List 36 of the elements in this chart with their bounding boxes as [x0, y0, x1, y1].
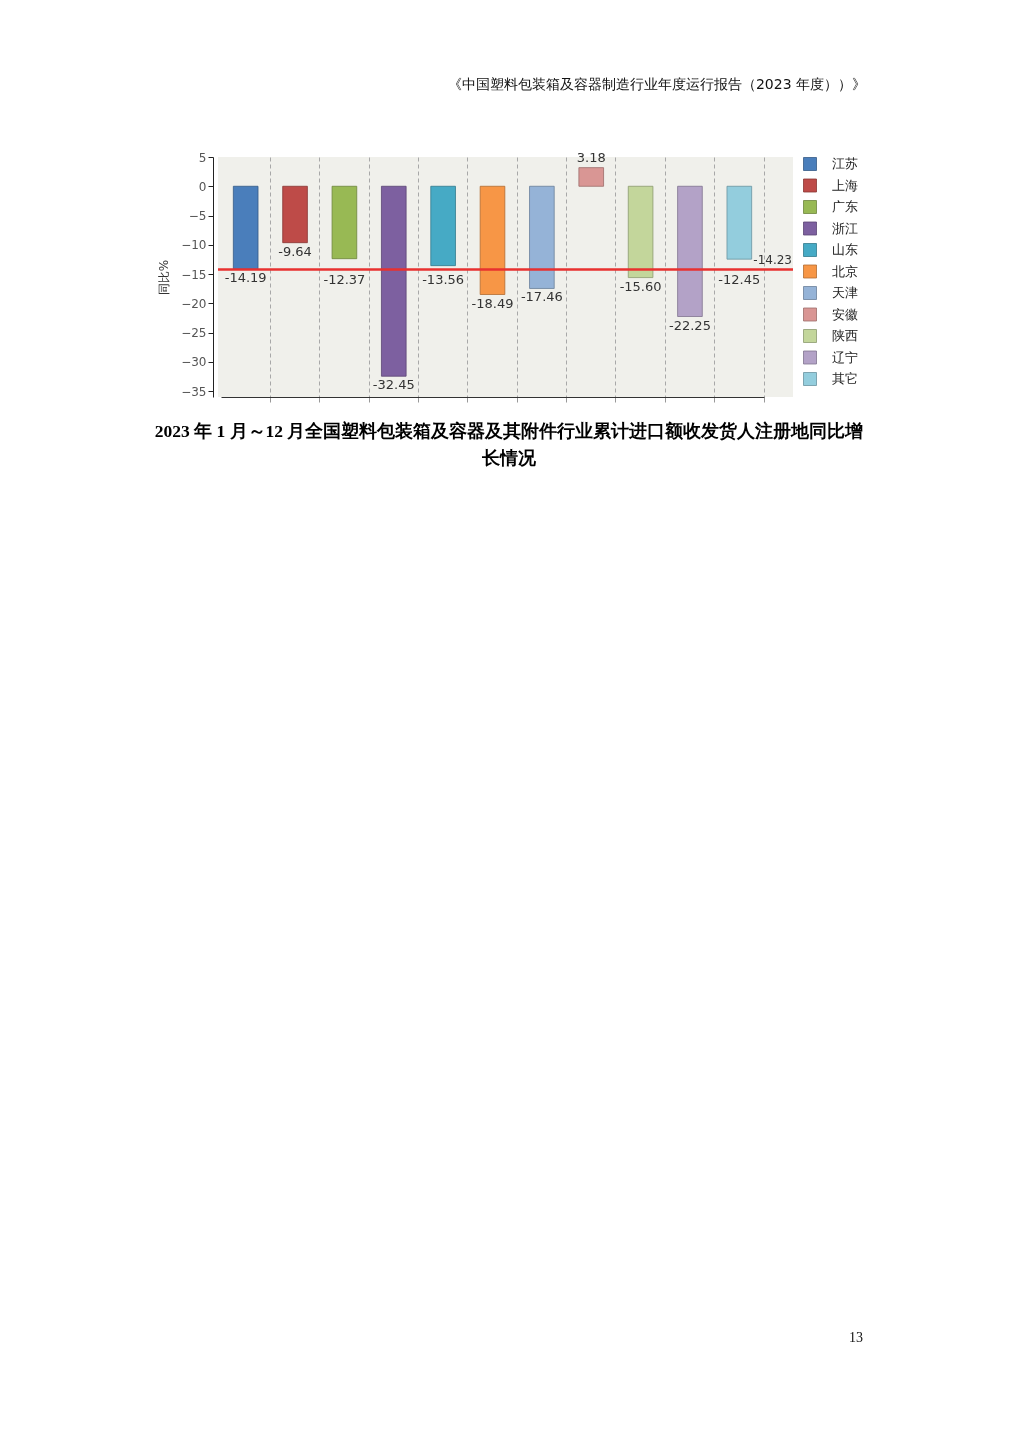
- y-tick-label: −15: [181, 267, 207, 282]
- y-tick-label: −30: [181, 355, 207, 370]
- text: 13: [849, 1330, 863, 1345]
- data-label: -18.49: [471, 295, 514, 311]
- legend-label: 浙江: [832, 220, 858, 236]
- y-tick-label: 5: [198, 150, 207, 165]
- data-label: -13.56: [422, 271, 465, 287]
- ref-line-label: -14.23: [753, 252, 792, 267]
- legend-label: 安徽: [832, 306, 858, 322]
- data-label: 3.18: [576, 149, 606, 165]
- legend-label: 其它: [832, 371, 858, 386]
- data-label: -12.45: [718, 271, 761, 287]
- legend-label: 上海: [832, 177, 858, 193]
- legend-label: 广东: [832, 199, 858, 214]
- text: 《中国塑料包装箱及容器制造行业年度运行报告（2023 年度））》: [447, 76, 866, 92]
- y-tick-label: 0: [198, 179, 207, 194]
- legend-label: 北京: [832, 263, 858, 279]
- data-label: -9.64: [278, 243, 312, 259]
- y-axis-title: 同比%: [157, 259, 172, 296]
- text: 2023 年 1 月～12 月全国塑料包装箱及容器及其附件行业累计进口额收发货人注册地同比增长情况: [154, 421, 864, 468]
- legend-label: 天津: [832, 285, 858, 300]
- legend-label: 山东: [832, 242, 858, 257]
- y-tick-label: −35: [181, 384, 207, 399]
- legend-label: 江苏: [832, 156, 858, 171]
- data-label: -32.45: [372, 377, 415, 393]
- legend-label: 辽宁: [832, 349, 858, 365]
- y-tick-label: −10: [181, 238, 207, 253]
- data-label: -12.37: [323, 271, 366, 287]
- legend-label: 陕西: [832, 328, 858, 343]
- data-label: -17.46: [520, 289, 563, 305]
- data-label: -14.19: [224, 270, 267, 286]
- y-tick-label: −20: [181, 296, 207, 311]
- data-label: -15.60: [619, 278, 662, 294]
- data-label: -22.25: [668, 317, 711, 333]
- y-tick-label: −5: [188, 209, 207, 224]
- y-tick-label: −25: [181, 326, 207, 341]
